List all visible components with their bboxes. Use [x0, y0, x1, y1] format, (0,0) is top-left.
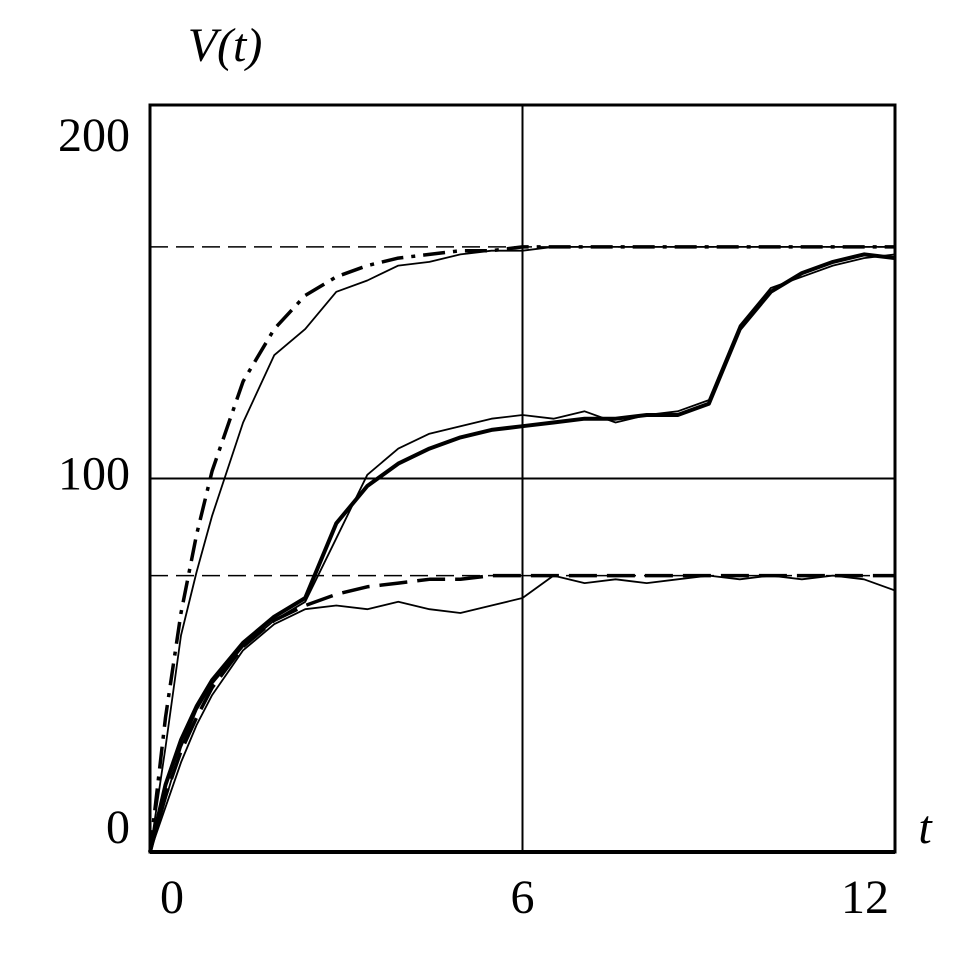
data-line [149, 574, 896, 853]
y-tick-label: 200 [58, 109, 130, 162]
data-line [148, 573, 895, 853]
x-tick-label: 6 [511, 871, 535, 924]
y-tick-label: 100 [58, 448, 130, 501]
x-tick-label: 12 [841, 871, 889, 924]
y-axis-label: V(t) [188, 19, 263, 72]
x-axis-label: t [918, 801, 933, 854]
x-tick-label: 0 [160, 871, 184, 924]
data-line [149, 246, 895, 853]
y-tick-label: 0 [106, 801, 130, 854]
data-line [148, 252, 896, 853]
